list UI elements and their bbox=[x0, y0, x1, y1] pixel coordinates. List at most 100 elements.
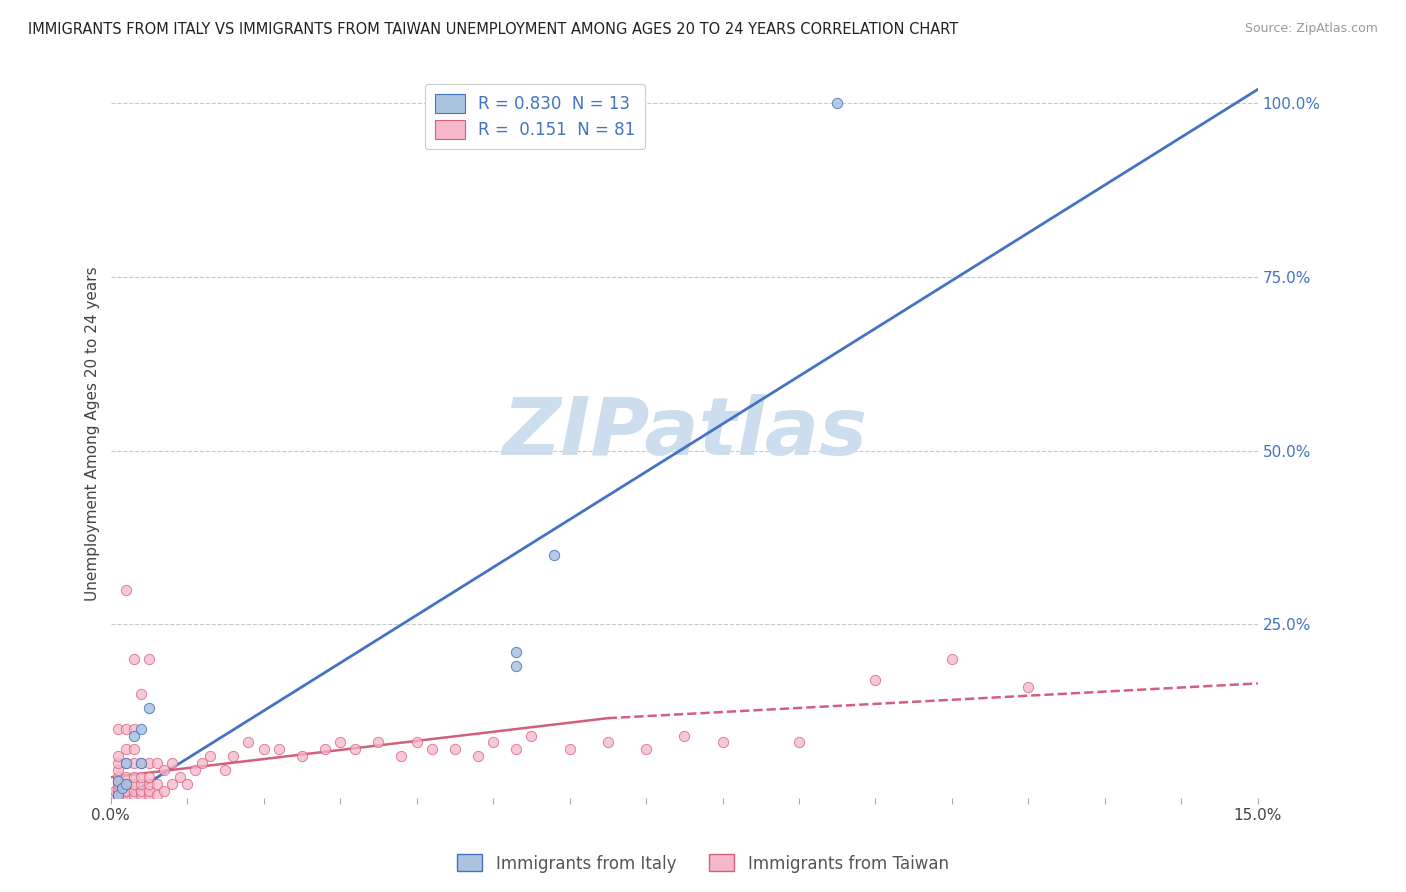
Point bbox=[711, 735, 734, 749]
Point bbox=[329, 735, 352, 749]
Point bbox=[107, 770, 129, 784]
Point bbox=[115, 722, 138, 736]
Point bbox=[138, 770, 160, 784]
Point bbox=[107, 773, 129, 788]
Point bbox=[153, 784, 176, 798]
Point bbox=[131, 784, 153, 798]
Point bbox=[122, 770, 145, 784]
Point bbox=[122, 784, 145, 798]
Text: IMMIGRANTS FROM ITALY VS IMMIGRANTS FROM TAIWAN UNEMPLOYMENT AMONG AGES 20 TO 24: IMMIGRANTS FROM ITALY VS IMMIGRANTS FROM… bbox=[28, 22, 959, 37]
Point bbox=[145, 777, 167, 791]
Point bbox=[131, 722, 153, 736]
Point bbox=[520, 729, 543, 743]
Point bbox=[103, 788, 125, 802]
Point bbox=[111, 780, 134, 795]
Point bbox=[176, 777, 198, 791]
Legend: R = 0.830  N = 13, R =  0.151  N = 81: R = 0.830 N = 13, R = 0.151 N = 81 bbox=[425, 84, 645, 149]
Point bbox=[115, 756, 138, 771]
Point bbox=[115, 742, 138, 756]
Point bbox=[267, 742, 290, 756]
Point bbox=[107, 777, 129, 791]
Point bbox=[107, 773, 129, 788]
Point bbox=[122, 742, 145, 756]
Point bbox=[138, 652, 160, 666]
Point bbox=[291, 749, 314, 764]
Point bbox=[505, 645, 527, 659]
Point bbox=[169, 770, 191, 784]
Point bbox=[115, 777, 138, 791]
Point bbox=[111, 788, 134, 802]
Point bbox=[138, 784, 160, 798]
Point bbox=[184, 764, 207, 778]
Point bbox=[115, 777, 138, 791]
Legend: Immigrants from Italy, Immigrants from Taiwan: Immigrants from Italy, Immigrants from T… bbox=[450, 847, 956, 880]
Point bbox=[367, 735, 389, 749]
Point bbox=[138, 777, 160, 791]
Point bbox=[1017, 680, 1039, 694]
Point bbox=[107, 780, 129, 795]
Point bbox=[122, 756, 145, 771]
Point bbox=[131, 777, 153, 791]
Point bbox=[596, 735, 619, 749]
Point bbox=[505, 742, 527, 756]
Point bbox=[505, 659, 527, 673]
Point bbox=[131, 756, 153, 771]
Point bbox=[107, 756, 129, 771]
Point bbox=[138, 788, 160, 802]
Point bbox=[160, 756, 183, 771]
Point bbox=[344, 742, 367, 756]
Point bbox=[138, 700, 160, 714]
Point bbox=[131, 687, 153, 701]
Point bbox=[253, 742, 276, 756]
Point bbox=[673, 729, 696, 743]
Point bbox=[198, 749, 221, 764]
Point bbox=[107, 764, 129, 778]
Point bbox=[122, 729, 145, 743]
Point bbox=[122, 777, 145, 791]
Point bbox=[138, 756, 160, 771]
Point bbox=[107, 788, 129, 802]
Point bbox=[389, 749, 412, 764]
Point bbox=[420, 742, 443, 756]
Point bbox=[122, 722, 145, 736]
Point bbox=[122, 652, 145, 666]
Point bbox=[865, 673, 887, 687]
Point bbox=[238, 735, 260, 749]
Point bbox=[111, 777, 134, 791]
Point bbox=[131, 756, 153, 771]
Text: ZIPatlas: ZIPatlas bbox=[502, 394, 866, 472]
Point bbox=[160, 777, 183, 791]
Point bbox=[191, 756, 214, 771]
Point bbox=[214, 764, 236, 778]
Point bbox=[131, 788, 153, 802]
Point bbox=[107, 784, 129, 798]
Text: Source: ZipAtlas.com: Source: ZipAtlas.com bbox=[1244, 22, 1378, 36]
Point bbox=[825, 96, 848, 111]
Point bbox=[222, 749, 245, 764]
Point bbox=[115, 770, 138, 784]
Point bbox=[131, 770, 153, 784]
Point bbox=[103, 784, 125, 798]
Point bbox=[444, 742, 467, 756]
Point bbox=[482, 735, 505, 749]
Point bbox=[115, 788, 138, 802]
Point bbox=[405, 735, 427, 749]
Point bbox=[115, 784, 138, 798]
Point bbox=[558, 742, 581, 756]
Point bbox=[107, 788, 129, 802]
Point bbox=[122, 788, 145, 802]
Point bbox=[115, 582, 138, 597]
Point bbox=[941, 652, 963, 666]
Y-axis label: Unemployment Among Ages 20 to 24 years: Unemployment Among Ages 20 to 24 years bbox=[86, 266, 100, 600]
Point bbox=[153, 764, 176, 778]
Point bbox=[314, 742, 336, 756]
Point bbox=[543, 548, 565, 562]
Point bbox=[107, 722, 129, 736]
Point bbox=[115, 756, 138, 771]
Point bbox=[634, 742, 657, 756]
Point bbox=[787, 735, 810, 749]
Point bbox=[145, 788, 167, 802]
Point bbox=[107, 749, 129, 764]
Point bbox=[467, 749, 489, 764]
Point bbox=[145, 756, 167, 771]
